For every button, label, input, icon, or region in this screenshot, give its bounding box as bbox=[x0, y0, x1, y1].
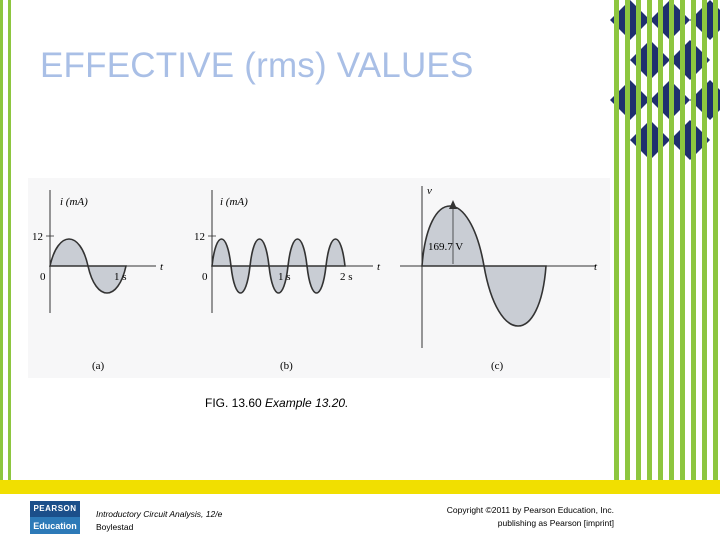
figure-number: FIG. 13.60 bbox=[205, 396, 262, 410]
pearson-logo: PEARSON Education bbox=[30, 501, 80, 534]
logo-top-text: PEARSON bbox=[33, 504, 77, 513]
panel-a-amplitude: 12 bbox=[32, 231, 43, 243]
panel-b-caption: (b) bbox=[280, 360, 293, 372]
footer-copyright: Copyright ©2011 by Pearson Education, In… bbox=[447, 504, 614, 530]
panel-b-ylabel: i (mA) bbox=[220, 196, 248, 208]
panel-a-caption: (a) bbox=[92, 360, 105, 372]
footer-book-info: Introductory Circuit Analysis, 12/e Boyl… bbox=[96, 508, 222, 534]
book-title: Introductory Circuit Analysis, 12/e bbox=[96, 509, 223, 519]
panel-c-xlabel: t bbox=[594, 261, 598, 273]
panel-a-ylabel: i (mA) bbox=[60, 196, 88, 208]
copyright-line-1: Copyright ©2011 by Pearson Education, In… bbox=[446, 505, 614, 515]
panel-a-origin: 0 bbox=[40, 271, 46, 283]
logo-bottom-text: Education bbox=[30, 517, 80, 534]
book-author: Boylestad bbox=[96, 522, 134, 532]
panel-a: i (mA) 12 0 1 s t (a) bbox=[32, 190, 164, 372]
panel-c-caption: (c) bbox=[491, 360, 504, 372]
panel-b: i (mA) 12 0 1 s 2 s t (b) bbox=[194, 190, 381, 372]
footer-divider bbox=[0, 494, 720, 498]
slide-title: EFFECTIVE (rms) VALUES bbox=[40, 46, 474, 85]
panel-a-tick-1s: 1 s bbox=[114, 271, 127, 283]
waveform-figure: i (mA) 12 0 1 s t (a) i (mA) 12 0 1 s 2 … bbox=[28, 178, 610, 378]
panel-b-tick-1s: 1 s bbox=[278, 271, 291, 283]
panel-c-ylabel: v bbox=[427, 185, 432, 197]
panel-b-xlabel: t bbox=[377, 261, 381, 273]
panel-b-origin: 0 bbox=[202, 271, 208, 283]
figure-caption: FIG. 13.60 Example 13.20. bbox=[205, 396, 348, 410]
panel-b-tick-2s: 2 s bbox=[340, 271, 353, 283]
copyright-line-2: publishing as Pearson [imprint] bbox=[497, 518, 614, 528]
panel-a-xlabel: t bbox=[160, 261, 164, 273]
panel-c: v 169.7 V t (c) bbox=[400, 185, 598, 372]
footer-accent-bar bbox=[0, 480, 720, 494]
panel-b-amplitude: 12 bbox=[194, 231, 205, 243]
figure-caption-text: Example 13.20. bbox=[265, 396, 349, 410]
panel-c-peak-label: 169.7 V bbox=[428, 241, 463, 253]
